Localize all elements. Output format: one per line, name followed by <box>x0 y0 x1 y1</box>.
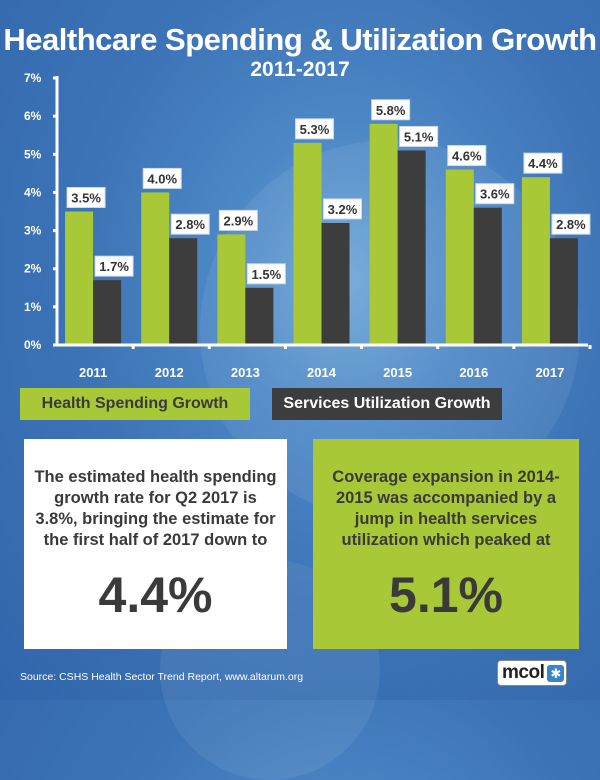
bar-spending <box>293 142 322 344</box>
value-label: 5.3% <box>300 122 330 137</box>
bar-utilization <box>169 238 198 344</box>
value-label: 1.7% <box>99 259 129 274</box>
x-tick-label: 2017 <box>535 365 564 380</box>
bar-chart: 0% 1% 2% 3% 4% 5% 6% 7% 2011 3.5% 1.7% 2012 4.0% 2.8… <box>24 71 592 380</box>
y-tick-label: 0% <box>24 338 42 352</box>
x-tick-label: 2011 <box>79 365 107 380</box>
legend-spending-label: Health Spending Growth <box>41 395 229 412</box>
chart-axes: 0% 1% 2% 3% 4% 5% 6% 7% <box>24 71 592 352</box>
bar-spending <box>521 177 550 344</box>
y-tick-label: 2% <box>24 262 42 276</box>
value-label-box <box>246 263 286 285</box>
value-label: 4.4% <box>528 156 558 171</box>
value-label-box <box>371 99 411 121</box>
legend-utilization: Services Utilization Growth <box>272 388 502 420</box>
chart-bars <box>65 123 578 344</box>
value-label-box <box>218 209 258 231</box>
bar-utilization <box>245 287 274 344</box>
y-tick-label: 5% <box>24 147 42 161</box>
value-label-box <box>94 255 134 277</box>
page-title: Healthcare Spending & Utilization Growth <box>3 22 597 57</box>
bar-utilization <box>93 280 122 344</box>
legend-utilization-label: Services Utilization Growth <box>283 395 491 412</box>
callout-utilization-value: 5.1% <box>389 567 503 623</box>
value-label: 3.6% <box>480 187 510 202</box>
value-label-box <box>523 152 563 174</box>
logo-text: mcol <box>502 662 545 683</box>
value-label: 3.2% <box>328 202 358 217</box>
value-label: 2.9% <box>224 213 254 228</box>
x-tick-label: 2012 <box>155 365 184 380</box>
value-label: 4.0% <box>147 171 177 186</box>
bar-utilization <box>473 207 502 344</box>
value-label-box <box>475 183 515 205</box>
page-subtitle: 2011-2017 <box>250 58 350 81</box>
value-label-box <box>447 145 487 167</box>
value-label: 2.8% <box>175 217 205 232</box>
callout-spending-value: 4.4% <box>98 567 213 623</box>
mcol-logo: mcol ✱ <box>497 660 567 686</box>
bar-spending <box>217 234 246 344</box>
bar-spending <box>445 169 474 344</box>
y-tick-label: 6% <box>24 109 42 123</box>
callout-spending: The estimated health spending growth rat… <box>24 439 287 649</box>
asterisk-icon: ✱ <box>547 664 565 682</box>
value-label-box <box>323 198 362 220</box>
bar-utilization <box>321 222 350 344</box>
x-tick-label: 2016 <box>459 365 488 380</box>
x-tick-label: 2014 <box>307 365 337 380</box>
callout-spending-text: The estimated health spending growth rat… <box>34 468 277 549</box>
bar-spending <box>369 123 398 344</box>
value-label-box <box>170 213 210 235</box>
bar-spending <box>141 192 170 344</box>
value-label: 2.8% <box>556 217 586 232</box>
callout-utilization: Coverage expansion in 2014-2015 was acco… <box>313 439 579 649</box>
bar-utilization <box>397 150 426 344</box>
value-label: 3.5% <box>71 191 101 206</box>
value-label-box <box>399 125 439 147</box>
value-label-box <box>142 167 182 189</box>
y-tick-label: 4% <box>24 185 42 199</box>
y-tick-label: 7% <box>24 71 42 85</box>
source-citation: Source: CSHS Health Sector Trend Report,… <box>20 671 304 683</box>
bar-utilization <box>549 238 578 344</box>
value-label: 5.1% <box>404 129 434 144</box>
value-label: 5.8% <box>376 103 406 118</box>
y-tick-label: 1% <box>24 300 42 314</box>
legend-spending: Health Spending Growth <box>20 388 250 420</box>
value-label: 1.5% <box>252 267 282 282</box>
callout-utilization-text: Coverage expansion in 2014-2015 was acco… <box>332 468 560 549</box>
x-tick-label: 2013 <box>231 365 260 380</box>
value-label-box <box>295 118 334 140</box>
value-label-box <box>551 213 591 235</box>
value-label-box <box>66 187 106 208</box>
y-tick-label: 3% <box>24 224 42 238</box>
value-label: 4.6% <box>452 149 482 164</box>
bar-spending <box>65 211 94 344</box>
x-tick-label: 2015 <box>383 365 412 380</box>
chart-labels: 2011 3.5% 1.7% 2012 4.0% 2.8% 2013 2.9% 1.5% 2014… <box>66 99 591 380</box>
